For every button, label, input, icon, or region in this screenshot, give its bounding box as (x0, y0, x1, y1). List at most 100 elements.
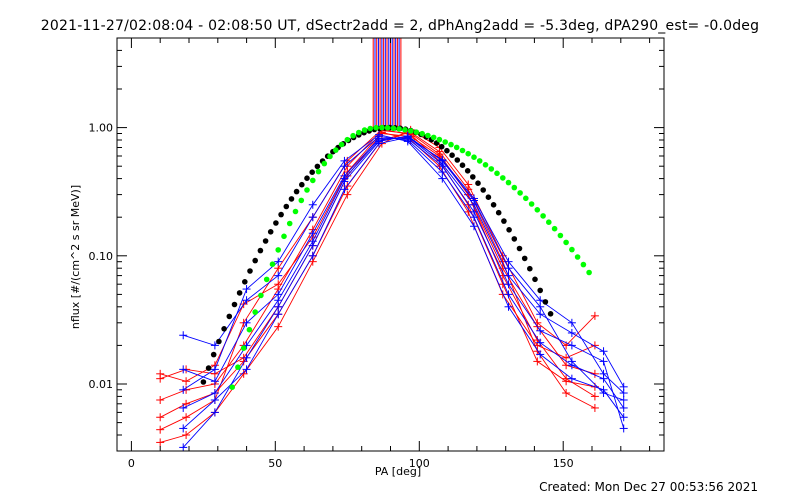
fit-point-green (356, 129, 362, 136)
fit-point-green (333, 147, 339, 153)
series-point (274, 280, 283, 289)
fit-point-black (252, 257, 258, 264)
fit-point-green (505, 179, 512, 186)
x-tick-label: 100 (409, 457, 430, 470)
series-point (308, 200, 317, 209)
created-timestamp: Created: Mon Dec 27 00:53:56 2021 (539, 480, 758, 494)
series-point (590, 311, 599, 320)
fit-point-green (252, 309, 258, 315)
fit-point-green (580, 261, 587, 268)
series-point (590, 341, 599, 350)
series-point (536, 350, 545, 359)
series-point (156, 425, 165, 434)
y-tick-label: 0.10 (89, 250, 114, 263)
series-point (619, 395, 628, 404)
fit-point-black (288, 196, 295, 202)
series-point (374, 139, 383, 148)
fit-point-black (273, 220, 279, 226)
series-point (308, 229, 317, 238)
series-point (567, 341, 576, 350)
fit-point-green (258, 292, 264, 299)
fit-point-green (563, 239, 569, 246)
series-point (156, 413, 165, 422)
chart-data-layer (156, 38, 628, 451)
series-point (308, 251, 317, 260)
fit-point-black (200, 379, 207, 385)
fit-point-green (310, 177, 316, 184)
fit-point-green (574, 254, 581, 260)
fit-point-green (453, 144, 460, 151)
series-point (242, 285, 251, 294)
fit-point-green (465, 150, 472, 157)
series-point (504, 290, 513, 299)
fit-point-black (267, 229, 274, 235)
fit-point-black (247, 268, 253, 274)
series-point (179, 365, 188, 374)
series-point (590, 403, 599, 412)
series-point (438, 155, 447, 164)
series-point (567, 318, 576, 327)
series-point (469, 207, 478, 216)
fit-point-green (569, 246, 575, 253)
series-point (308, 241, 317, 250)
fit-point-green (413, 129, 420, 135)
fit-point-green (338, 141, 345, 148)
series-point (340, 185, 349, 194)
series-point (619, 413, 628, 422)
fit-point-green (229, 384, 235, 391)
series-line-3 (160, 128, 595, 431)
series-point (533, 357, 542, 366)
fit-point-green (350, 132, 356, 139)
series-point (210, 395, 219, 404)
x-tick-label: 50 (268, 457, 282, 470)
series-point (210, 408, 219, 417)
fit-point-black (309, 169, 316, 175)
series-point (179, 443, 188, 451)
series-point (210, 365, 219, 374)
series-point (567, 357, 576, 366)
fit-point-green (442, 139, 449, 145)
series-point (179, 331, 188, 340)
fit-point-black (485, 194, 492, 200)
series-point (504, 302, 513, 311)
series-point (274, 322, 283, 331)
series-point (599, 357, 608, 366)
fit-point-green (396, 126, 402, 132)
series-line-4 (160, 129, 596, 443)
fit-point-green (275, 247, 282, 253)
series-line-8 (183, 138, 625, 429)
fit-point-green (407, 128, 414, 134)
fit-point-black (532, 276, 538, 283)
fit-point-black (480, 187, 487, 193)
series-point (504, 257, 513, 266)
series-line-2 (159, 131, 596, 418)
fit-point-black (547, 311, 554, 317)
series-point (504, 271, 513, 280)
series-point (179, 385, 188, 394)
series-point (536, 310, 545, 319)
fit-point-green (235, 364, 241, 371)
series-point (599, 389, 608, 398)
series-point (274, 257, 283, 266)
fit-point-black (459, 162, 466, 168)
fit-point-green (523, 195, 529, 202)
fit-point-black (490, 202, 497, 208)
series-point (239, 369, 248, 378)
series-point (340, 177, 349, 186)
fit-point-green (528, 201, 535, 207)
fit-point-green (551, 225, 558, 232)
fit-point-green (390, 125, 397, 132)
series-point (504, 280, 513, 289)
fit-point-black (221, 326, 227, 332)
series-point (156, 369, 165, 378)
series-point (562, 377, 571, 386)
series-point (403, 133, 412, 142)
series-point (567, 374, 576, 383)
series-point (562, 389, 571, 398)
fit-point-black (454, 157, 461, 163)
series-point (536, 338, 545, 347)
fit-point-black (444, 147, 450, 154)
fit-point-green (344, 136, 351, 143)
series-line-10 (182, 135, 624, 448)
series-point (340, 156, 349, 165)
